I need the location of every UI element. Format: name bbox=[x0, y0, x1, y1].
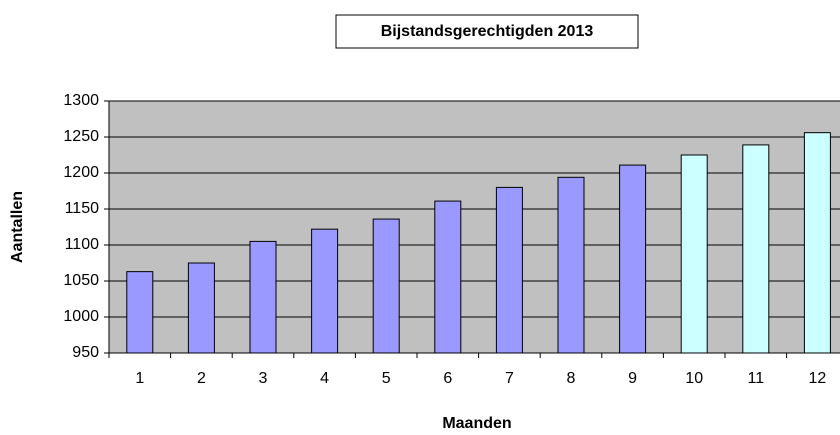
y-tick-label: 1150 bbox=[65, 200, 100, 217]
y-tick-label: 1100 bbox=[65, 236, 100, 253]
x-axis-label: Maanden bbox=[442, 415, 511, 432]
bar bbox=[557, 176, 585, 354]
bar bbox=[495, 186, 523, 354]
y-tick-label: 1050 bbox=[63, 272, 99, 289]
chart-title: Bijstandsgerechtigden 2013 bbox=[381, 23, 594, 40]
y-tick-label: 1200 bbox=[63, 164, 99, 181]
bar bbox=[803, 132, 831, 354]
x-tick-label: 8 bbox=[567, 370, 576, 387]
x-tick-label: 3 bbox=[259, 370, 268, 387]
x-tick-label: 6 bbox=[443, 370, 452, 387]
plot-area bbox=[108, 100, 840, 354]
x-tick-label: 4 bbox=[320, 370, 329, 387]
bar bbox=[126, 271, 154, 354]
x-tick-label: 7 bbox=[505, 370, 514, 387]
bar bbox=[249, 240, 277, 354]
title-box bbox=[335, 14, 639, 49]
y-tick-label: 950 bbox=[72, 344, 99, 361]
x-tick-label: 1 bbox=[135, 370, 144, 387]
x-tick-label: 5 bbox=[382, 370, 391, 387]
bar bbox=[619, 164, 647, 354]
x-tick-label: 9 bbox=[628, 370, 637, 387]
bar bbox=[187, 262, 215, 354]
bar bbox=[680, 154, 708, 354]
x-tick-label: 12 bbox=[809, 370, 827, 387]
bar bbox=[311, 228, 339, 354]
bar bbox=[742, 144, 770, 354]
y-tick-label: 1300 bbox=[63, 92, 99, 109]
bar bbox=[372, 218, 400, 354]
x-tick-label: 2 bbox=[197, 370, 206, 387]
bar bbox=[434, 200, 462, 354]
y-axis-label: Aantallen bbox=[9, 191, 26, 263]
y-tick-label: 1250 bbox=[63, 128, 99, 145]
x-tick-label: 11 bbox=[747, 370, 764, 387]
x-tick-label: 10 bbox=[685, 370, 703, 387]
y-tick-label: 1000 bbox=[63, 308, 99, 325]
